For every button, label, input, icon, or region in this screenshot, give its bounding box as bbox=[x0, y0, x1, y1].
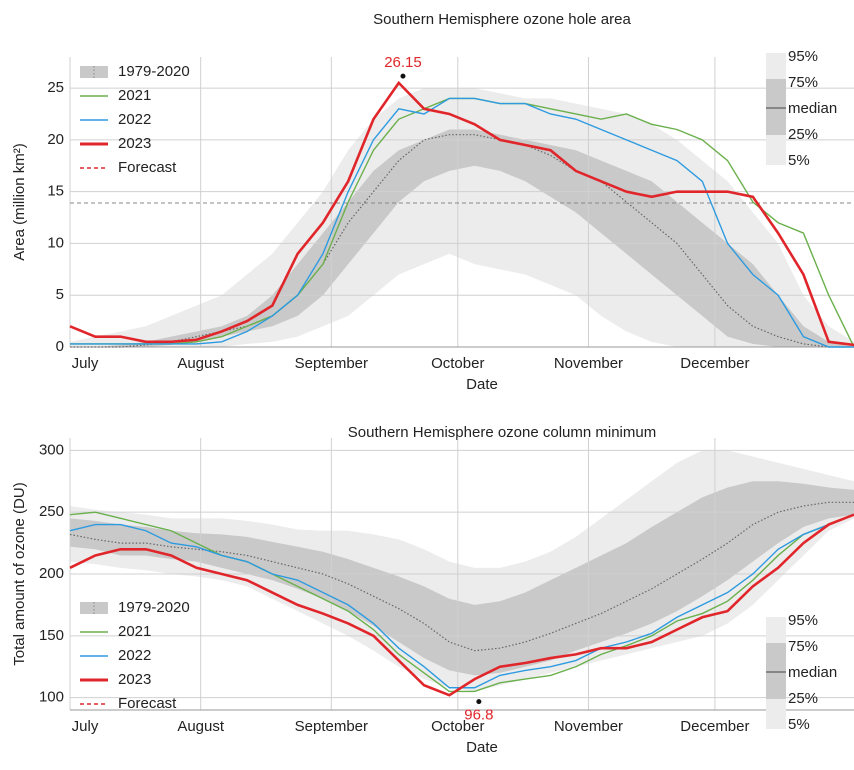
x-tick-label: October bbox=[431, 355, 484, 372]
x-tick-label: October bbox=[431, 718, 484, 735]
legend-label: 1979-2020 bbox=[118, 599, 190, 616]
y-tick-label: 15 bbox=[47, 183, 64, 200]
y-tick-label: 250 bbox=[39, 503, 64, 520]
band-legend-inner bbox=[766, 643, 786, 699]
median-line bbox=[69, 501, 854, 652]
x-tick-label: November bbox=[554, 355, 623, 372]
series-line bbox=[69, 511, 854, 693]
band-legend-label: 75% bbox=[788, 74, 818, 91]
band-5-95 bbox=[70, 450, 854, 692]
legend-swatch bbox=[80, 602, 108, 614]
band-25-75 bbox=[70, 481, 854, 676]
x-tick-label: November bbox=[554, 718, 623, 735]
band-25-75 bbox=[70, 129, 854, 347]
legend-swatch bbox=[80, 66, 108, 78]
legend-label: 2022 bbox=[118, 111, 151, 128]
annotation-label: 96.8 bbox=[464, 707, 493, 724]
y-axis-label: Area (million km²) bbox=[11, 143, 28, 261]
legend-label: Forecast bbox=[118, 695, 177, 712]
legend-label: 2021 bbox=[118, 87, 151, 104]
y-tick-label: 200 bbox=[39, 565, 64, 582]
band-legend-label: 25% bbox=[788, 126, 818, 143]
median-line bbox=[70, 134, 854, 348]
y-tick-label: 5 bbox=[56, 286, 64, 303]
x-tick-label: July bbox=[72, 718, 99, 735]
chart-title: Southern Hemisphere ozone column minimum bbox=[348, 424, 656, 441]
band-legend-label: 75% bbox=[788, 638, 818, 655]
y-tick-label: 10 bbox=[47, 234, 64, 251]
legend-label: 2023 bbox=[118, 135, 151, 152]
x-tick-label: August bbox=[177, 355, 225, 372]
annotation-point bbox=[400, 73, 406, 79]
x-tick-label: December bbox=[680, 355, 749, 372]
band-legend-label: 25% bbox=[788, 690, 818, 707]
y-tick-label: 300 bbox=[39, 441, 64, 458]
band-legend-label: 5% bbox=[788, 716, 810, 733]
legend-label: 2021 bbox=[118, 623, 151, 640]
x-tick-label: August bbox=[177, 718, 225, 735]
annotation-point bbox=[476, 699, 482, 705]
chart-title: Southern Hemisphere ozone hole area bbox=[373, 11, 631, 28]
y-tick-label: 150 bbox=[39, 627, 64, 644]
x-tick-label: September bbox=[295, 718, 368, 735]
band-legend-label: 95% bbox=[788, 48, 818, 65]
y-axis-label: Total amount of ozone (DU) bbox=[11, 482, 28, 665]
y-tick-label: 20 bbox=[47, 131, 64, 148]
band-legend-label: median bbox=[788, 100, 837, 117]
y-tick-label: 25 bbox=[47, 79, 64, 96]
legend-label: 1979-2020 bbox=[118, 63, 190, 80]
band-legend-label: 5% bbox=[788, 152, 810, 169]
legend-label: 2022 bbox=[118, 647, 151, 664]
band-legend-label: 95% bbox=[788, 612, 818, 629]
x-axis-label: Date bbox=[466, 739, 498, 756]
band-legend-label: median bbox=[788, 664, 837, 681]
annotation-label: 26.15 bbox=[384, 54, 422, 71]
x-tick-label: September bbox=[295, 355, 368, 372]
band-legend-inner bbox=[766, 79, 786, 135]
series-line bbox=[70, 97, 854, 348]
y-tick-label: 100 bbox=[39, 689, 64, 706]
x-tick-label: July bbox=[72, 355, 99, 372]
series-line bbox=[69, 513, 854, 697]
y-tick-label: 0 bbox=[56, 338, 64, 355]
legend-label: 2023 bbox=[118, 671, 151, 688]
series-line bbox=[69, 80, 854, 347]
x-axis-label: Date bbox=[466, 376, 498, 393]
x-tick-label: December bbox=[680, 718, 749, 735]
legend-label: Forecast bbox=[118, 159, 177, 176]
